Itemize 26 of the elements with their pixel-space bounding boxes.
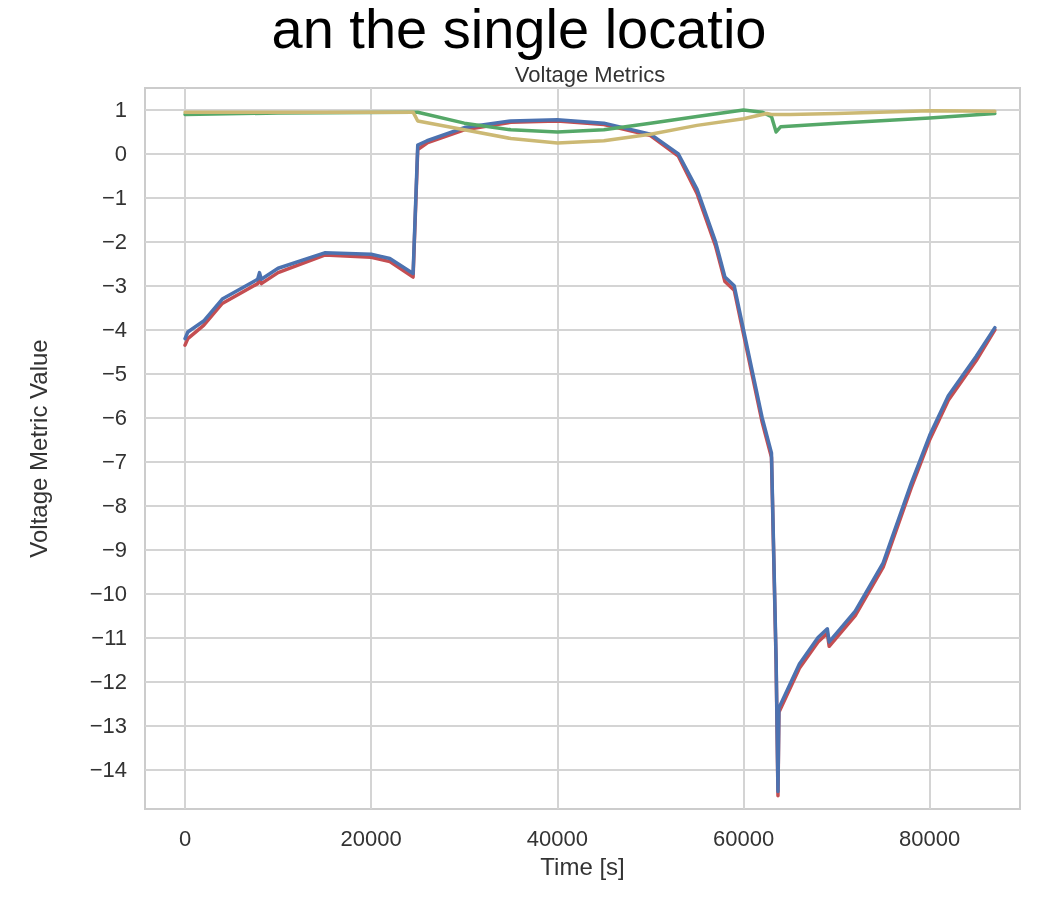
y-tick-label: −4 <box>101 317 127 343</box>
y-tick-label: −7 <box>101 449 127 475</box>
x-tick-label: 40000 <box>526 825 588 851</box>
line-series <box>183 109 997 145</box>
y-tick-label: −12 <box>89 669 127 695</box>
y-tick-label: −11 <box>91 625 127 651</box>
y-tick-label: −10 <box>89 581 127 607</box>
y-tick-label: 0 <box>114 141 127 167</box>
x-axis-title: Time [s] <box>540 852 625 880</box>
y-axis-title: Voltage Metric Value <box>24 339 52 558</box>
x-tick-label: 80000 <box>899 825 961 851</box>
y-tick-label: −9 <box>101 537 127 563</box>
x-tick-label: 60000 <box>712 825 775 851</box>
y-tick-label: −13 <box>89 712 127 738</box>
chart-title: Voltage Metrics <box>514 61 666 87</box>
y-tick-label: −5 <box>101 361 127 387</box>
text: an the single locatio <box>271 0 767 60</box>
y-tick-label: −14 <box>89 756 127 782</box>
y-tick-label: −8 <box>101 493 127 519</box>
y-tick-label: −3 <box>101 273 127 299</box>
y-tick-label: −1 <box>101 185 127 211</box>
x-tick-label: 0 <box>178 825 192 851</box>
x-tick-label: 20000 <box>340 825 402 851</box>
y-tick-label: −6 <box>101 405 127 431</box>
y-tick-label: −2 <box>101 229 127 255</box>
y-tick-label: 1 <box>114 97 127 123</box>
